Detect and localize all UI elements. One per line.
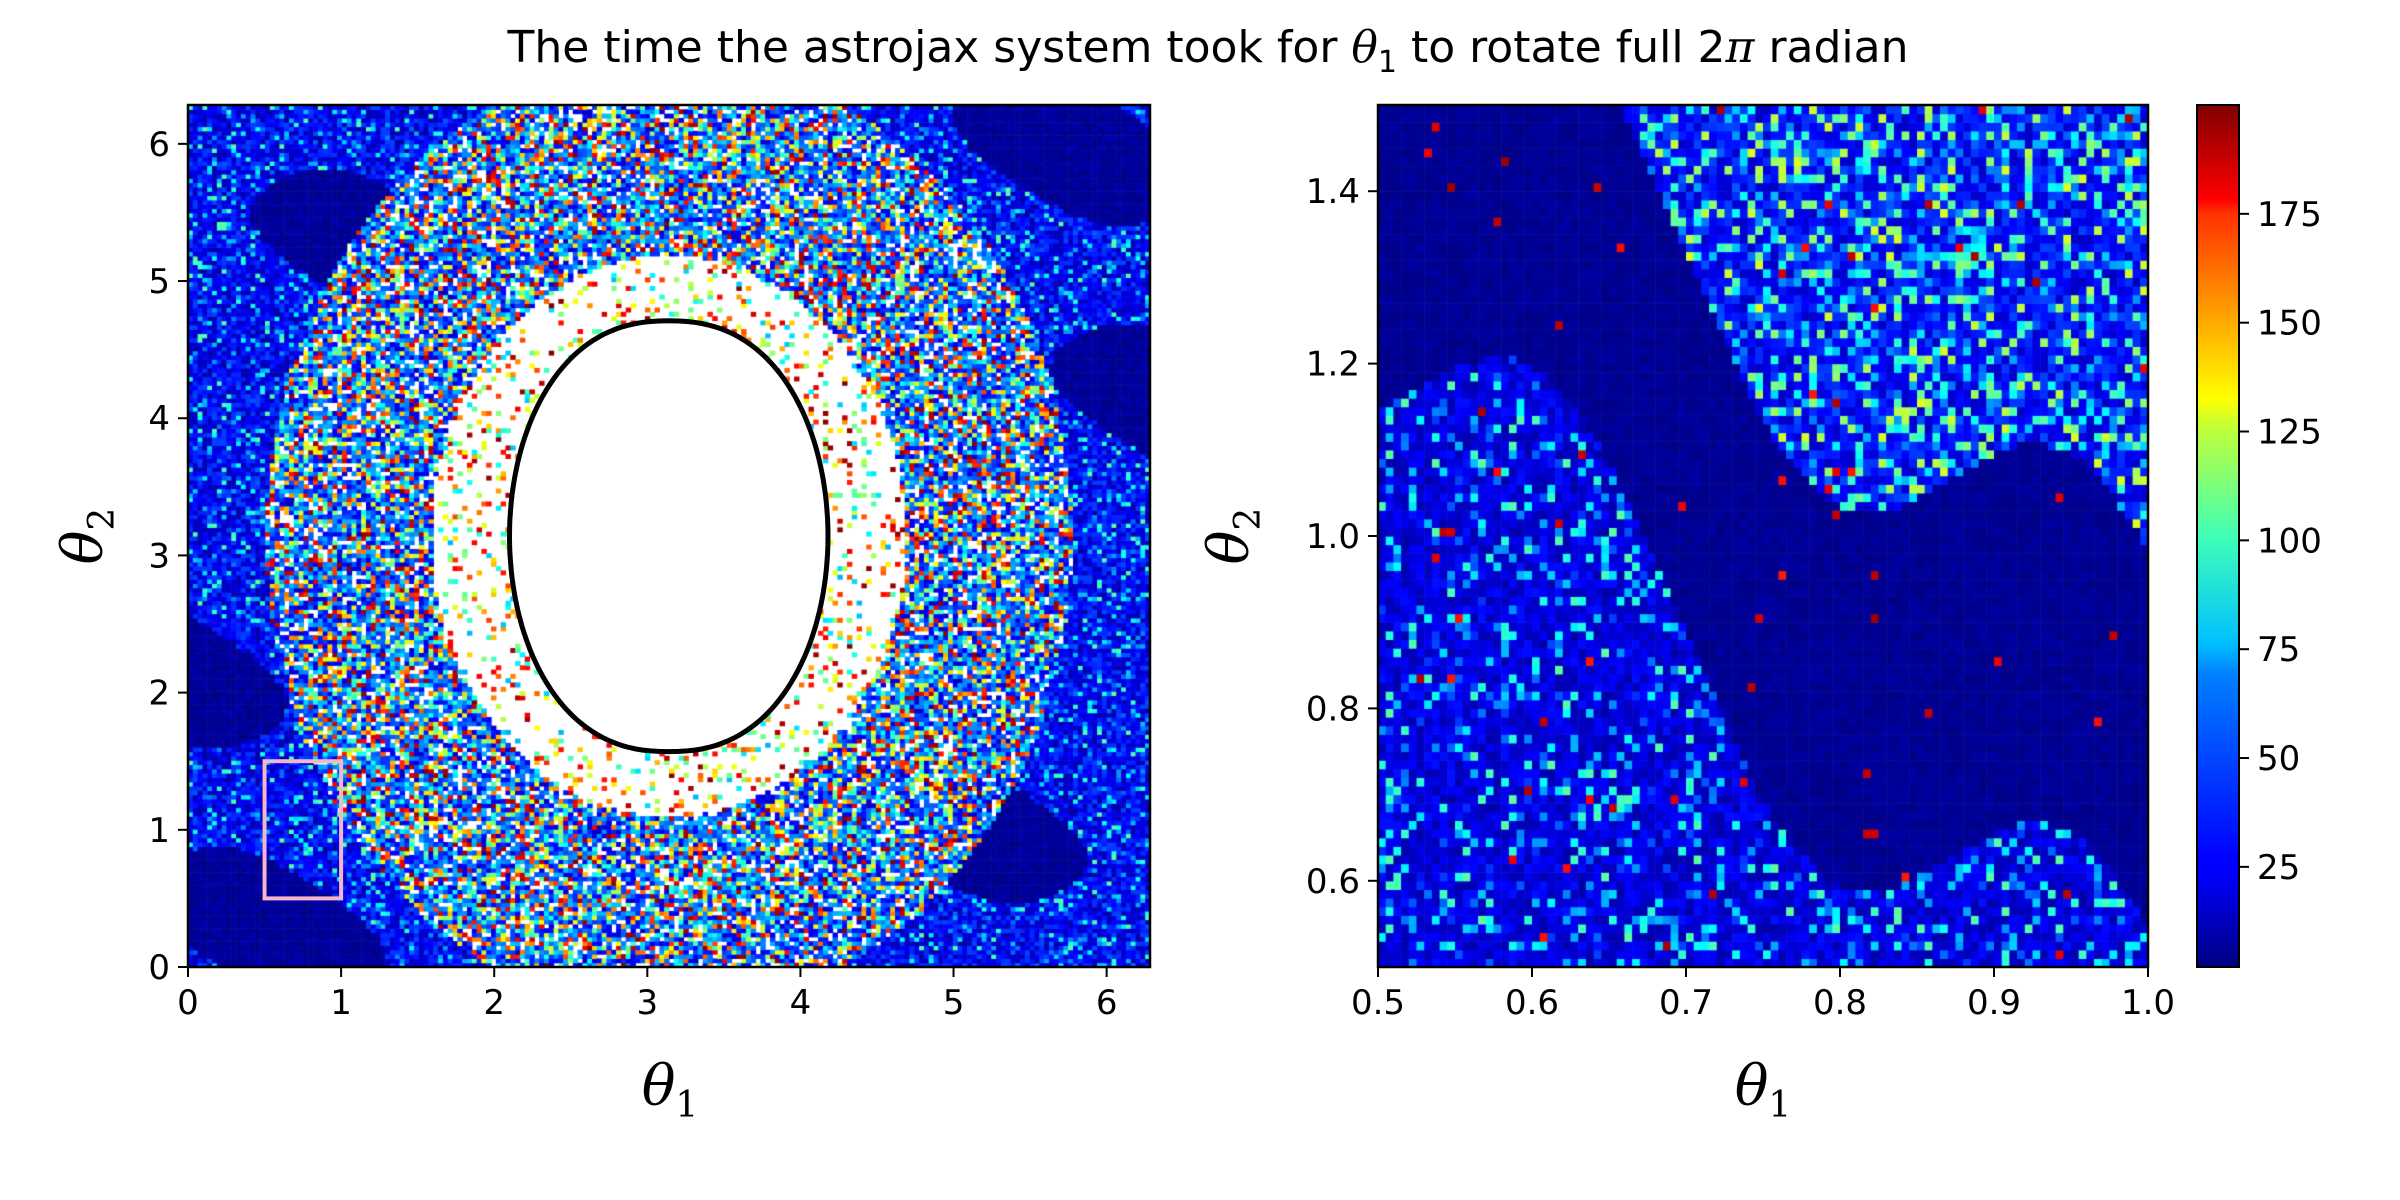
zoom-ytick-label: 0.8 — [1306, 689, 1360, 729]
full-ytick-label: 3 — [148, 536, 170, 576]
chart-title: The time the astrojax system took for θ1… — [507, 22, 1909, 80]
x-axis-label-full: θ1 — [642, 1054, 699, 1126]
full-xtick-label: 3 — [636, 983, 658, 1023]
plot-frame-full — [186, 103, 1152, 969]
zoom-ytick-label: 1.2 — [1306, 345, 1360, 385]
colorbar-ticks: 25 50 75 100 125 150 175 — [2239, 195, 2322, 888]
masked-region-outline — [506, 318, 831, 755]
colorbar: 25 50 75 100 125 150 175 — [2196, 104, 2322, 968]
full-ytick-label: 2 — [148, 674, 170, 714]
y-axis-label-full: θ2 — [51, 508, 123, 565]
zoom-xtick-label: 0.5 — [1351, 983, 1405, 1023]
x-axis-label-zoom: θ1 — [1735, 1054, 1792, 1126]
zoom-xtick-label: 0.7 — [1659, 983, 1713, 1023]
full-ytick-label: 5 — [148, 262, 170, 302]
full-ytick-label: 6 — [148, 125, 170, 165]
y-axis-label-zoom: θ2 — [1197, 508, 1269, 565]
tick-group-zoom: 0.5 0.6 0.7 0.8 0.9 1.0 0.6 0.8 1.0 1.2 1.4 — [1306, 172, 2175, 1023]
colorbar-tick-label: 150 — [2257, 304, 2322, 344]
zoom-ytick-label: 0.6 — [1306, 862, 1360, 902]
zoom-xtick-label: 0.8 — [1813, 983, 1867, 1023]
zoom-xtick-label: 1.0 — [2121, 983, 2175, 1023]
masked-region — [509, 320, 828, 752]
full-xtick-label: 4 — [790, 983, 812, 1023]
zoom-xtick-label: 0.9 — [1967, 983, 2021, 1023]
full-ytick-label: 0 — [148, 948, 170, 988]
colorbar-tick-label: 25 — [2257, 848, 2300, 888]
heatmap-zoom — [1378, 105, 2148, 967]
full-xtick-label: 5 — [943, 983, 965, 1023]
colorbar-tick-label: 175 — [2257, 195, 2322, 235]
tick-group-full: 0 1 2 3 4 5 6 0 1 2 3 4 5 6 — [148, 125, 1117, 1023]
full-ytick-label: 1 — [148, 811, 170, 851]
full-xtick-label: 1 — [330, 983, 352, 1023]
zoom-highlight-box — [262, 759, 344, 901]
zoom-ytick-label: 1.4 — [1306, 172, 1360, 212]
colorbar-tick-label: 75 — [2257, 630, 2300, 670]
panel-full: 0 1 2 3 4 5 6 0 1 2 3 4 5 6 θ1 θ2 — [51, 103, 1152, 1126]
full-ytick-label: 4 — [148, 399, 170, 439]
panel-zoom: 0.5 0.6 0.7 0.8 0.9 1.0 0.6 0.8 1.0 1.2 1.4 θ1 θ2 — [1197, 103, 2175, 1126]
full-xtick-label: 6 — [1096, 983, 1118, 1023]
colorbar-gradient — [2196, 104, 2240, 968]
colorbar-tick-label: 100 — [2257, 521, 2322, 561]
full-xtick-label: 0 — [177, 983, 199, 1023]
colorbar-tick-label: 125 — [2257, 413, 2322, 453]
zoom-xtick-label: 0.6 — [1505, 983, 1559, 1023]
colorbar-tick-label: 50 — [2257, 739, 2300, 779]
zoom-ytick-label: 1.0 — [1306, 517, 1360, 557]
full-xtick-label: 2 — [483, 983, 505, 1023]
